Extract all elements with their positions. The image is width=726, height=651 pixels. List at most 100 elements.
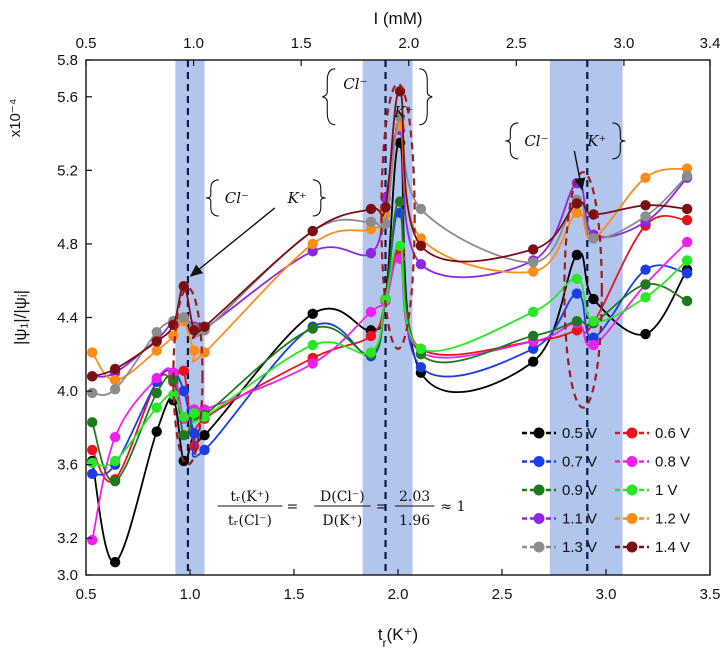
formula-rhs-denominator: 1.96	[399, 513, 430, 529]
data-point-1v-1	[87, 457, 98, 469]
y-tick-label-5: 4.4	[57, 310, 78, 327]
data-point-1_4v-16	[640, 200, 651, 211]
top-tick-label-4: 2.0	[398, 35, 419, 52]
annotation-cl-label-2: Cl⁻	[343, 75, 367, 93]
annotation-k-label-2: K⁺	[393, 103, 413, 121]
data-point-1_1v-9	[365, 247, 377, 259]
formula-tail: ≈ 1	[440, 499, 465, 515]
data-point-1v-11	[394, 240, 406, 251]
data-point-0_6v-1	[87, 444, 98, 456]
data-point-0_8v-1	[87, 534, 98, 546]
annotation-k-label-3: K⁺	[586, 132, 606, 150]
top-tick-label-3: 1.5	[291, 35, 312, 52]
legend-marker-0_6v	[626, 427, 638, 439]
data-point-1_4v-8	[307, 225, 318, 237]
data-point-1_3v-2	[109, 384, 121, 395]
data-point-0_6v-9	[365, 330, 377, 342]
left-brace-3	[505, 122, 519, 160]
legend-marker-1_2v	[626, 513, 638, 524]
data-point-1_3v-12	[415, 203, 427, 215]
x-tick-label-6: 3.0	[596, 586, 617, 603]
formula-lhs-numerator: tᵣ(K⁺)	[230, 489, 269, 505]
data-point-1v-4	[168, 389, 179, 400]
data-point-0_6v-14	[571, 325, 583, 336]
data-point-1_2v-4	[168, 330, 179, 342]
data-point-1_2v-8	[307, 238, 318, 250]
annotation-cl-label-3: Cl⁻	[524, 132, 548, 150]
annotation-k-label-1: K⁺	[287, 189, 307, 207]
data-point-1v-16	[640, 292, 651, 303]
x-tick-label-1: 0.5	[76, 586, 97, 603]
legend-label-1_2v: 1.2 V	[655, 511, 690, 528]
data-point-0_5v-13	[528, 356, 539, 367]
data-point-0_9v-14	[571, 315, 583, 327]
data-point-1_4v-17	[681, 203, 693, 215]
x-tick-label-5: 2.5	[492, 586, 513, 603]
data-point-0_8v-17	[681, 236, 693, 248]
data-point-1_3v-3	[151, 327, 162, 338]
data-point-1_2v-14	[571, 207, 583, 218]
x-axis-label-main: t	[378, 625, 383, 644]
data-point-0_9v-2	[109, 475, 121, 487]
right-brace-1	[312, 179, 326, 217]
data-point-1_2v-9	[365, 224, 377, 235]
legend-marker-1_1v	[533, 513, 545, 524]
data-point-0_8v-2	[109, 431, 121, 443]
data-point-1v-5	[178, 411, 189, 423]
x-axis-label-suffix: (K⁺)	[387, 625, 419, 644]
formula-equals-1: =	[287, 499, 299, 515]
formula-equals-2: =	[376, 499, 388, 515]
formula-mid-denominator: D(K⁺)	[322, 513, 362, 529]
data-point-1_3v-1	[87, 387, 98, 399]
y-axis-multiplier: x10⁻⁴	[7, 99, 24, 138]
legend-label-0_8v: 0.8 V	[655, 454, 690, 471]
top-tick-label-2: 1.0	[183, 35, 204, 52]
data-point-0_9v-8	[307, 323, 318, 334]
data-point-0_9v-5	[178, 430, 189, 441]
data-point-1v-12	[415, 343, 427, 354]
legend-label-0_9v: 0.9 V	[562, 482, 597, 499]
data-point-0_8v-15	[588, 339, 599, 351]
data-point-1_3v-13	[528, 257, 539, 268]
data-point-1_4v-9	[365, 203, 377, 215]
data-point-0_7v-17	[681, 268, 693, 279]
legend-label-1_3v: 1.3 V	[562, 539, 597, 556]
annotation-arrow-1	[189, 207, 276, 277]
data-point-1_4v-10	[380, 201, 391, 213]
axes: 0.5 1.0 1.5 2.0 2.5 3.0 3.5 3.0 3.2 3.6 4.0 4.4 4.8 5…	[7, 9, 720, 650]
data-point-1_4v-6	[188, 325, 200, 336]
data-point-0_7v-13	[528, 343, 539, 354]
data-point-0_7v-1	[87, 468, 98, 480]
data-point-1_4v-11	[394, 86, 406, 97]
data-point-0_7v-7	[199, 444, 210, 456]
y-tick-label-3: 3.6	[57, 457, 78, 474]
legend-marker-0_9v	[533, 484, 545, 496]
formula-rhs-numerator: 2.03	[399, 489, 430, 505]
data-point-1_3v-16	[640, 211, 651, 222]
legend-marker-1_4v	[626, 541, 638, 553]
legend-marker-1v	[626, 484, 638, 496]
data-point-0_6v-5	[178, 365, 189, 377]
data-point-0_5v-3	[151, 426, 162, 437]
x-tick-label-2: 1.0	[180, 586, 201, 603]
data-point-0_5v-2	[109, 556, 121, 568]
data-point-0_9v-3	[151, 387, 162, 399]
annotation-group: Cl⁻ K⁺ Cl⁻ K⁺ Cl⁻ K⁺	[189, 68, 626, 277]
left-brace-2	[322, 68, 336, 126]
annotation-arrow-3	[573, 150, 586, 191]
y-tick-label-8: 5.6	[57, 89, 78, 106]
formula-mid-numerator: D(Cl⁻)	[320, 489, 365, 505]
x-axis-label-sub: r	[383, 636, 387, 650]
data-point-0_5v-8	[307, 308, 318, 320]
legend-label-0_5v: 0.5 V	[562, 425, 597, 442]
data-point-1v-6	[188, 407, 200, 419]
data-point-0_5v-15	[588, 293, 599, 305]
x-axis-label: tr(K⁺)	[378, 625, 418, 650]
y-tick-label-1: 3.0	[57, 567, 78, 584]
top-tick-label-1: 0.5	[76, 35, 97, 52]
annotation-cl-label-1: Cl⁻	[225, 189, 249, 207]
data-point-0_5v-7	[199, 430, 210, 441]
annotation-ellipse-2	[380, 82, 416, 350]
top-tick-label-6: 3.0	[614, 35, 635, 52]
data-point-1_3v-5	[178, 312, 189, 323]
